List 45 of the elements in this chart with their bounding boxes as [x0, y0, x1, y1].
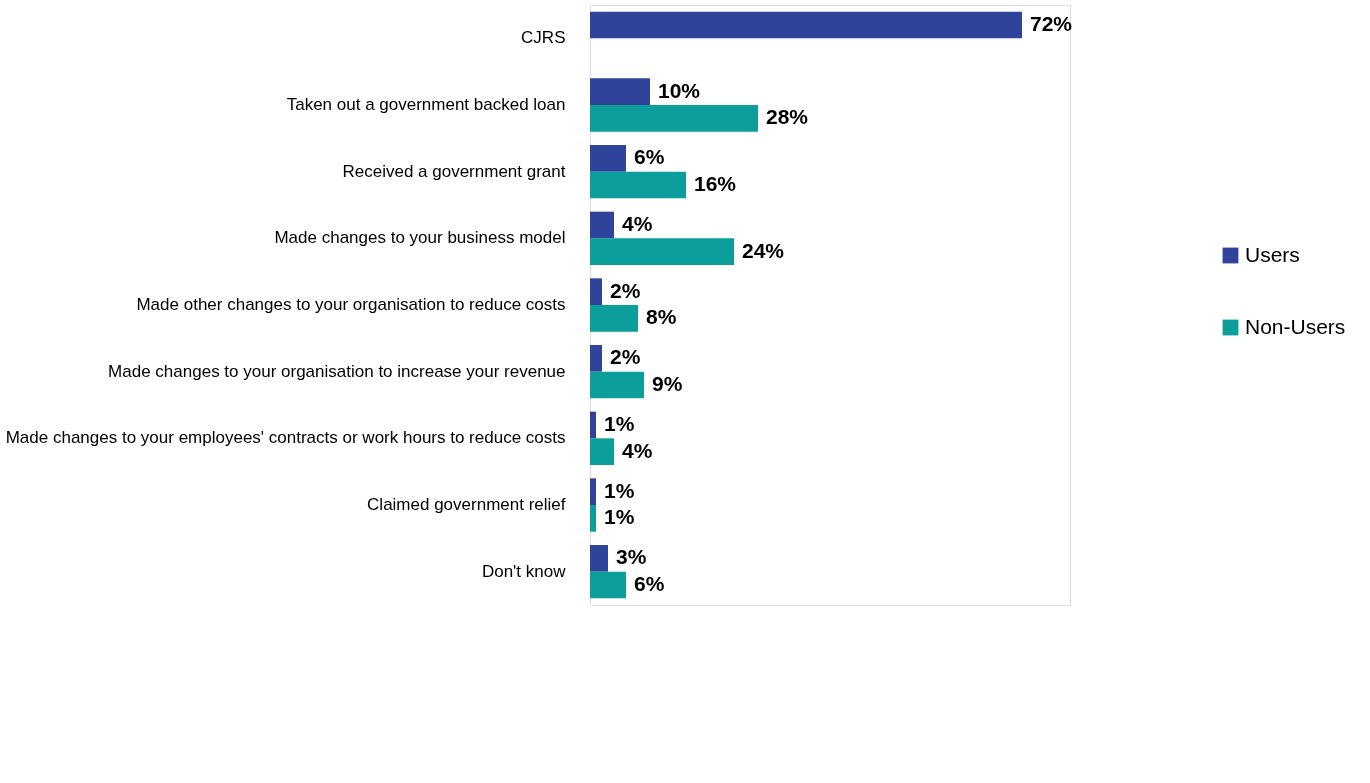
y-tick-label: Taken out a government backed loan	[286, 95, 566, 114]
bar	[590, 105, 758, 132]
y-tick-label: Received a government grant	[342, 161, 566, 181]
bar	[590, 238, 734, 265]
y-tick-label: Made changes to your employees' contracts or work hours to reduce costs	[5, 428, 566, 448]
data-label: 2%	[610, 278, 641, 302]
data-label: 2%	[610, 345, 641, 369]
bar	[590, 305, 638, 332]
data-label: 28%	[766, 105, 809, 129]
data-label: 1%	[604, 478, 635, 502]
data-label: 10%	[658, 78, 701, 102]
bar	[590, 78, 650, 105]
data-label: 4%	[622, 212, 653, 235]
bar	[590, 345, 602, 372]
bar	[590, 478, 596, 505]
data-label: 1%	[604, 505, 635, 529]
bar	[590, 171, 686, 199]
bar	[590, 371, 644, 399]
bar	[590, 505, 596, 532]
y-tick-label: Made changes to your organisation to increase your revenue	[108, 361, 566, 381]
legend-label: Non-Users	[1245, 314, 1346, 338]
data-label: 6%	[634, 572, 665, 595]
data-label: 4%	[622, 438, 653, 462]
bar	[590, 211, 614, 239]
data-label: 8%	[646, 305, 677, 329]
legend-label: Users	[1245, 242, 1300, 266]
y-tick-label: Made changes to your business model	[274, 228, 566, 248]
y-tick-label: Don't know	[481, 561, 567, 581]
bar	[590, 545, 608, 572]
y-tick-label: CJRS	[521, 28, 566, 48]
bar	[590, 411, 596, 439]
data-label: 6%	[634, 145, 665, 169]
bar	[590, 11, 1022, 39]
y-tick-label: Claimed government relief	[367, 495, 566, 514]
data-label: 16%	[694, 172, 737, 195]
bar	[590, 145, 626, 172]
bar	[590, 278, 602, 305]
data-label: 9%	[652, 372, 683, 395]
data-label: 3%	[616, 545, 647, 569]
data-label: 24%	[742, 238, 785, 262]
data-label: 1%	[604, 412, 635, 435]
bar	[590, 438, 614, 465]
y-tick-label: Made other changes to your organisation to reduce costs	[136, 295, 566, 314]
data-label: 72%	[1030, 12, 1073, 35]
bar	[590, 571, 626, 599]
